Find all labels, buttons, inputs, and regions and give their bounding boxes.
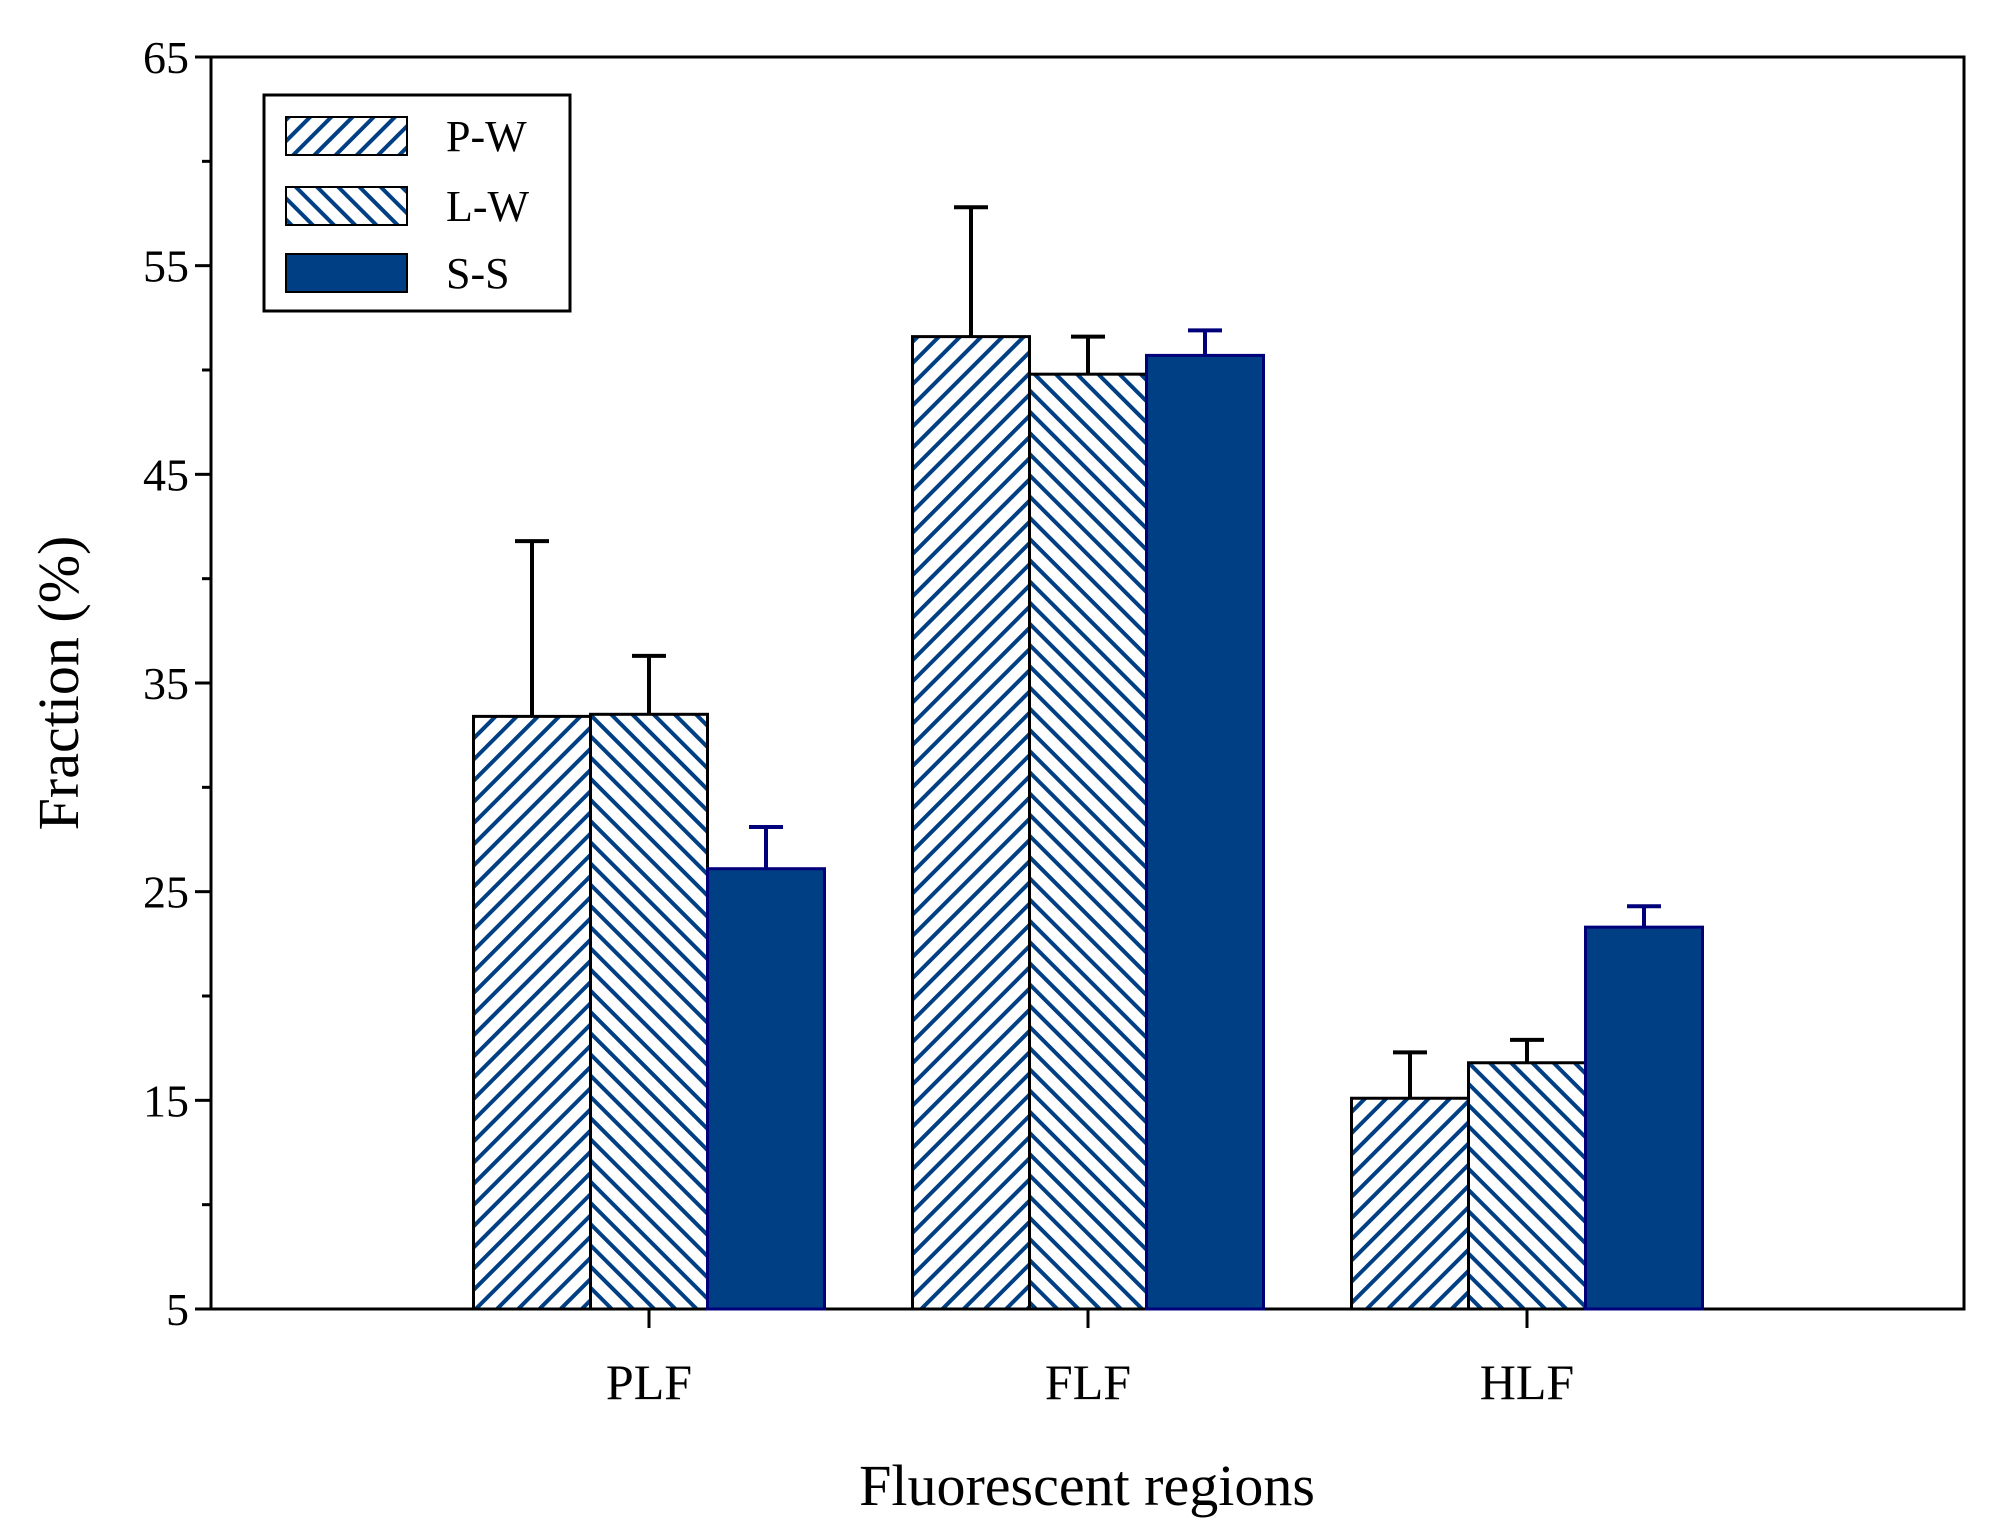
error-bar-s-s-plf <box>749 824 783 869</box>
y-tick-label: 5 <box>166 1284 189 1335</box>
y-tick-label: 35 <box>143 658 189 709</box>
legend-swatch-s-s <box>285 253 408 293</box>
bar-marks <box>472 335 1704 1311</box>
bar-p-w-plf <box>472 714 592 1311</box>
legend-label-s-s: S-S <box>446 249 510 298</box>
bar-p-w-flf <box>911 335 1031 1311</box>
bar-p-w-hlf <box>1350 1096 1470 1311</box>
legend-swatch-p-w <box>285 116 408 156</box>
y-tick-label: 45 <box>143 449 189 500</box>
x-tick-label-flf: FLF <box>1045 1354 1131 1410</box>
error-bar-l-w-flf <box>1071 334 1105 375</box>
bar-s-s-hlf <box>1584 925 1704 1311</box>
legend-label-l-w: L-W <box>446 182 530 231</box>
y-tick-label: 25 <box>143 867 189 918</box>
y-tick-label: 65 <box>143 32 189 83</box>
bar-s-s-plf <box>706 867 826 1311</box>
error-bar-p-w-flf <box>954 205 988 337</box>
bar-l-w-flf <box>1028 372 1148 1311</box>
x-tick-label-plf: PLF <box>606 1354 692 1410</box>
y-axis: 5 15 25 35 45 55 65 <box>143 32 211 1335</box>
y-axis-title: Fraction (%) <box>26 536 91 831</box>
x-tick-label-hlf: HLF <box>1480 1354 1574 1410</box>
error-bar-s-s-flf <box>1188 328 1222 356</box>
bar-l-w-plf <box>589 712 709 1311</box>
legend-swatch-l-w <box>285 186 408 226</box>
y-tick-label: 15 <box>143 1075 189 1126</box>
error-bar-p-w-plf <box>515 539 549 717</box>
x-axis: PLF FLF HLF <box>606 1309 1574 1410</box>
error-bar-p-w-hlf <box>1393 1050 1427 1099</box>
y-tick-label: 55 <box>143 241 189 292</box>
bar-l-w-hlf <box>1467 1061 1587 1311</box>
x-axis-title: Fluorescent regions <box>859 1453 1315 1518</box>
error-bar-l-w-plf <box>632 653 666 715</box>
error-bar-marks <box>515 205 1661 1099</box>
legend: P-W L-W S-S <box>262 93 572 313</box>
bar-s-s-flf <box>1145 353 1265 1311</box>
error-bar-l-w-hlf <box>1510 1037 1544 1063</box>
legend-label-p-w: P-W <box>446 112 527 161</box>
error-bar-s-s-hlf <box>1627 904 1661 928</box>
